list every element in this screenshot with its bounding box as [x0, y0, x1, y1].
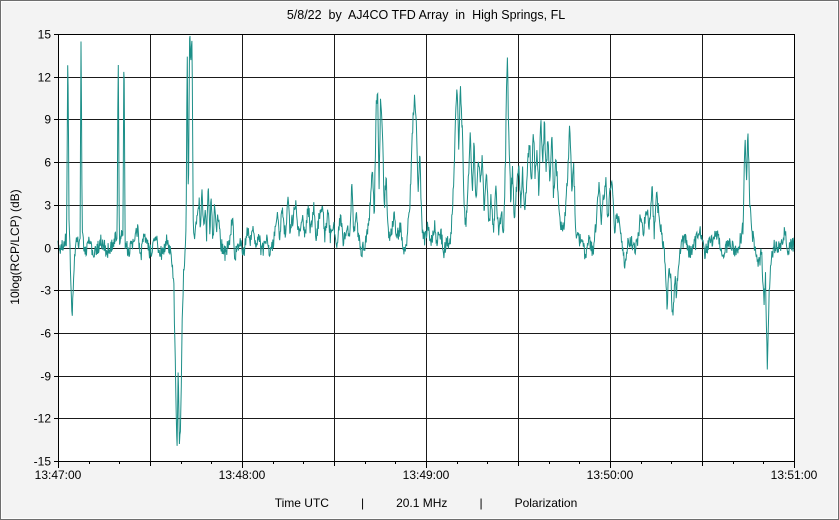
footer-separator-icon: |	[360, 496, 365, 510]
x-tick-label: 13:51:00	[771, 468, 818, 482]
footer-time-utc-label: Time UTC	[274, 496, 329, 510]
footer-separator-icon: |	[479, 496, 483, 510]
footer-caption: Time UTC | 20.1 MHz | Polarization	[58, 496, 794, 510]
chart-title: 5/8/22 by AJ4CO TFD Array in High Spring…	[286, 8, 566, 22]
x-tick-label: 13:48:00	[219, 468, 266, 482]
y-tick-label: 3	[44, 199, 51, 213]
y-tick-label: -3	[40, 284, 51, 298]
y-tick-label: 6	[44, 156, 51, 170]
y-tick-label: -6	[40, 327, 51, 341]
y-tick-label: 12	[38, 71, 52, 85]
y-tick-label: -15	[34, 455, 52, 469]
signal-trace	[57, 35, 795, 446]
y-tick-label: -9	[40, 370, 51, 384]
footer-frequency-label: 20.1 MHz	[396, 496, 448, 510]
plot-frame	[58, 34, 795, 462]
y-tick-label: 15	[38, 28, 52, 42]
y-tick-label: -12	[34, 412, 52, 426]
footer-polarization-label: Polarization	[514, 496, 578, 510]
y-tick-label: 9	[44, 113, 51, 127]
y-tick-label: 0	[44, 242, 51, 256]
x-tick-label: 13:47:00	[35, 468, 82, 482]
x-tick-label: 13:50:00	[587, 468, 634, 482]
x-tick-label: 13:49:00	[403, 468, 450, 482]
